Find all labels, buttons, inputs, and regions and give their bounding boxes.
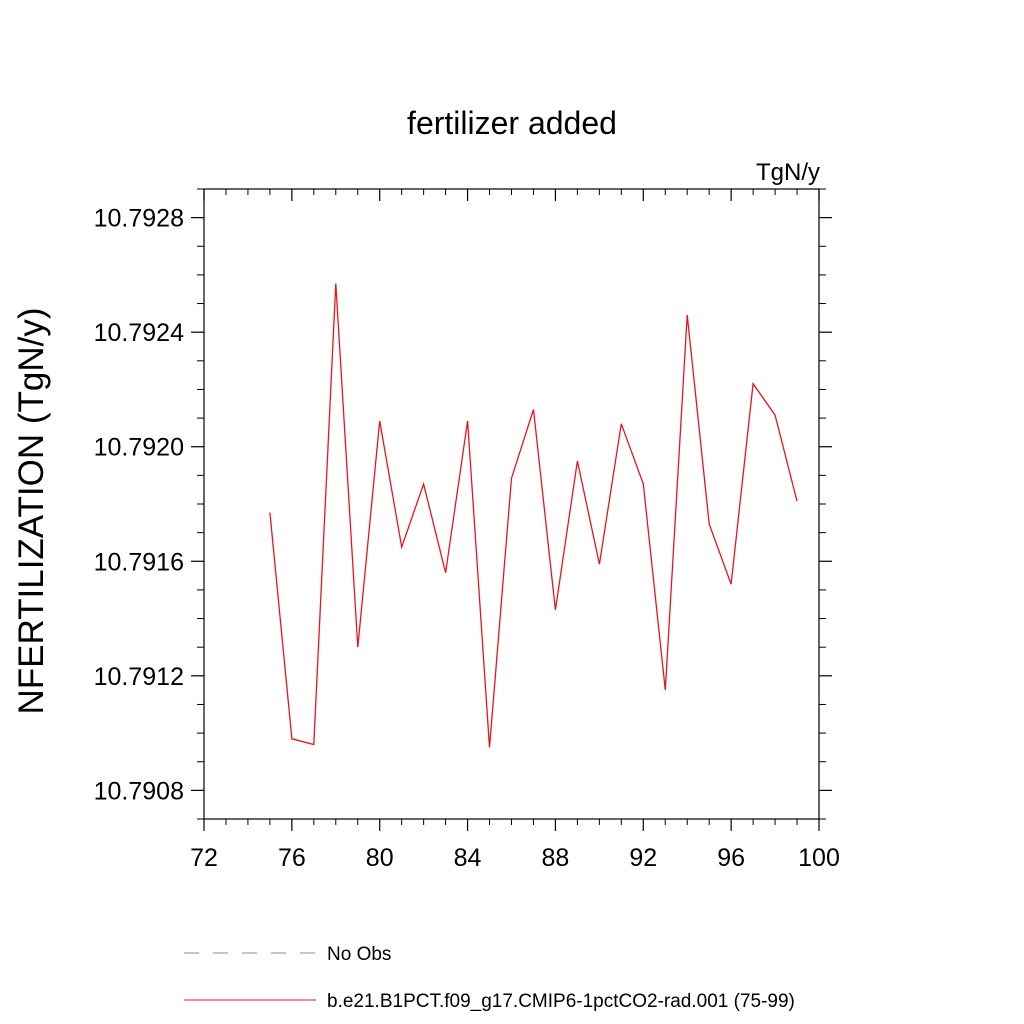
x-tick-label: 96 [717,844,745,872]
x-tick-label: 92 [629,844,657,872]
x-tick-label: 88 [542,844,570,872]
plot-area [269,283,798,748]
y-tick-label: 10.7920 [94,434,184,462]
y-tick-label: 10.7928 [94,205,184,233]
y-tick-label: 10.7912 [94,663,184,691]
legend: No Obs b.e21.B1PCT.f09_g17.CMIP6-1pctCO2-… [184,944,795,1012]
y-tick-label: 10.7908 [94,777,184,805]
units-label: TgN/y [756,159,820,186]
x-tick-label: 84 [454,844,482,872]
chart-title: fertilizer added [407,105,617,141]
plot-frame [203,188,820,820]
y-tick-label: 10.7916 [94,548,184,576]
legend-label: No Obs [327,944,391,965]
legend-label: b.e21.B1PCT.f09_g17.CMIP6-1pctCO2-rad.00… [327,991,795,1012]
x-tick-label: 76 [278,844,306,872]
x-tick-label: 80 [366,844,394,872]
x-tick-label: 100 [798,844,840,872]
x-tick-label: 72 [190,844,218,872]
series-line [269,283,798,748]
y-tick-label: 10.7924 [94,319,184,347]
y-axis-label: NFERTILIZATION (TgN/y) [12,307,51,714]
plot-axes: 72 76 80 84 88 92 96 100 10.7908 10.7912 10.7916 10… [94,188,840,872]
